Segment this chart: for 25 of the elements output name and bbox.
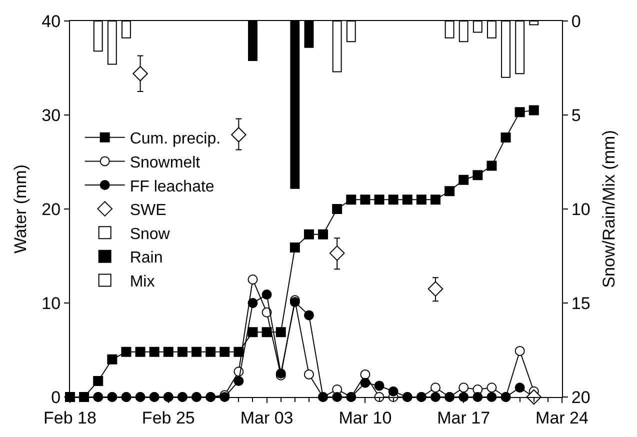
y-tick-label: 20 [42, 200, 61, 219]
legend-label: Rain [130, 250, 163, 267]
x-tick-label: Mar 24 [536, 408, 588, 428]
y2-tick-label: 5 [571, 106, 581, 125]
x-tick-label: Feb 18 [44, 408, 96, 428]
x-tick-label: Mar 03 [240, 408, 294, 428]
y-tick-label: 40 [42, 12, 61, 31]
x-tick-label: Mar 10 [338, 408, 392, 428]
legend-label: Cum. precip. [130, 130, 221, 148]
legend-label: SWE [130, 202, 166, 220]
x-tick-label: Mar 17 [437, 408, 490, 428]
x-tick-label: Feb 25 [142, 408, 195, 428]
y-tick-label: 0 [51, 388, 61, 407]
y2-tick-label: 20 [571, 388, 590, 407]
y-axis-title: Water (mm) [11, 164, 30, 254]
y2-axis-title: Snow/Rain/Mix (mm) [600, 130, 618, 288]
legend-label: Mix [130, 273, 155, 290]
legend-label: FF leachate [130, 178, 214, 196]
y2-tick-label: 0 [571, 12, 581, 31]
legend-label: Snowmelt [130, 154, 201, 172]
y2-tick-label: 15 [571, 294, 590, 313]
y-tick-label: 10 [42, 294, 61, 313]
legend-label: Snow [130, 226, 170, 243]
y-tick-label: 30 [42, 106, 61, 125]
y2-tick-label: 10 [571, 200, 590, 219]
